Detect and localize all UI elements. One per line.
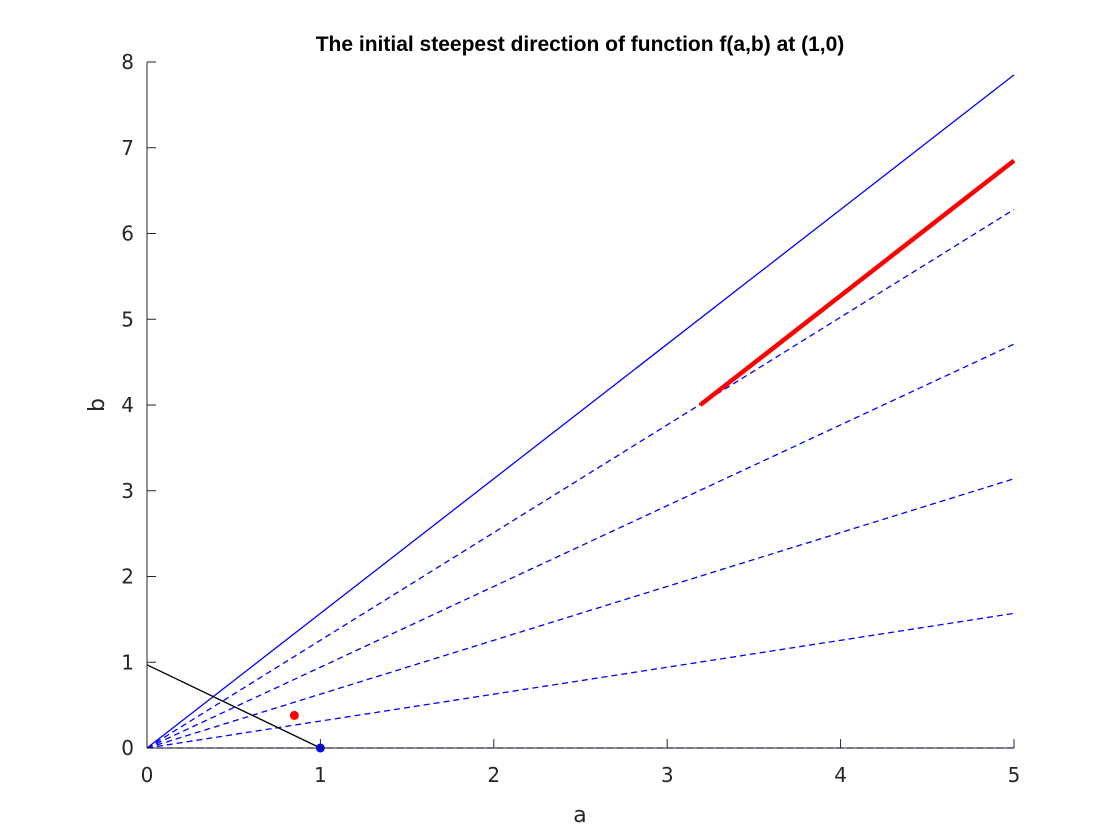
y-tick-label: 2 xyxy=(121,565,134,589)
series-line-2 xyxy=(146,208,1015,749)
y-tick-label: 6 xyxy=(121,222,134,246)
chart-title: The initial steepest direction of functi… xyxy=(316,33,845,56)
axes: 0 1 2 3 4 5 0 1 2 3 4 5 6 7 8 xyxy=(121,50,1020,787)
x-tick-label: 2 xyxy=(487,763,500,787)
y-tick-label: 1 xyxy=(121,650,134,674)
y-tick-label: 4 xyxy=(121,393,134,417)
y-tick-label: 5 xyxy=(121,307,134,331)
x-tick-label: 5 xyxy=(1008,763,1021,787)
series-line-4 xyxy=(146,478,1015,749)
series-line-1 xyxy=(146,74,1015,749)
x-tick-label: 1 xyxy=(314,763,327,787)
data-point-2 xyxy=(289,710,299,720)
x-tick-label: 3 xyxy=(661,763,674,787)
y-tick-label: 3 xyxy=(121,479,134,503)
x-tick-label: 0 xyxy=(141,763,154,787)
y-tick-label: 8 xyxy=(121,50,134,74)
y-axis-label: b xyxy=(85,398,110,412)
x-axis-label: a xyxy=(573,803,586,828)
series-line-5 xyxy=(146,612,1015,749)
y-tick-label: 0 xyxy=(121,736,134,760)
x-tick-label: 4 xyxy=(834,763,847,787)
y-tick-label: 7 xyxy=(121,136,134,160)
series-line-7 xyxy=(146,664,321,749)
series-line-8 xyxy=(698,158,1016,407)
